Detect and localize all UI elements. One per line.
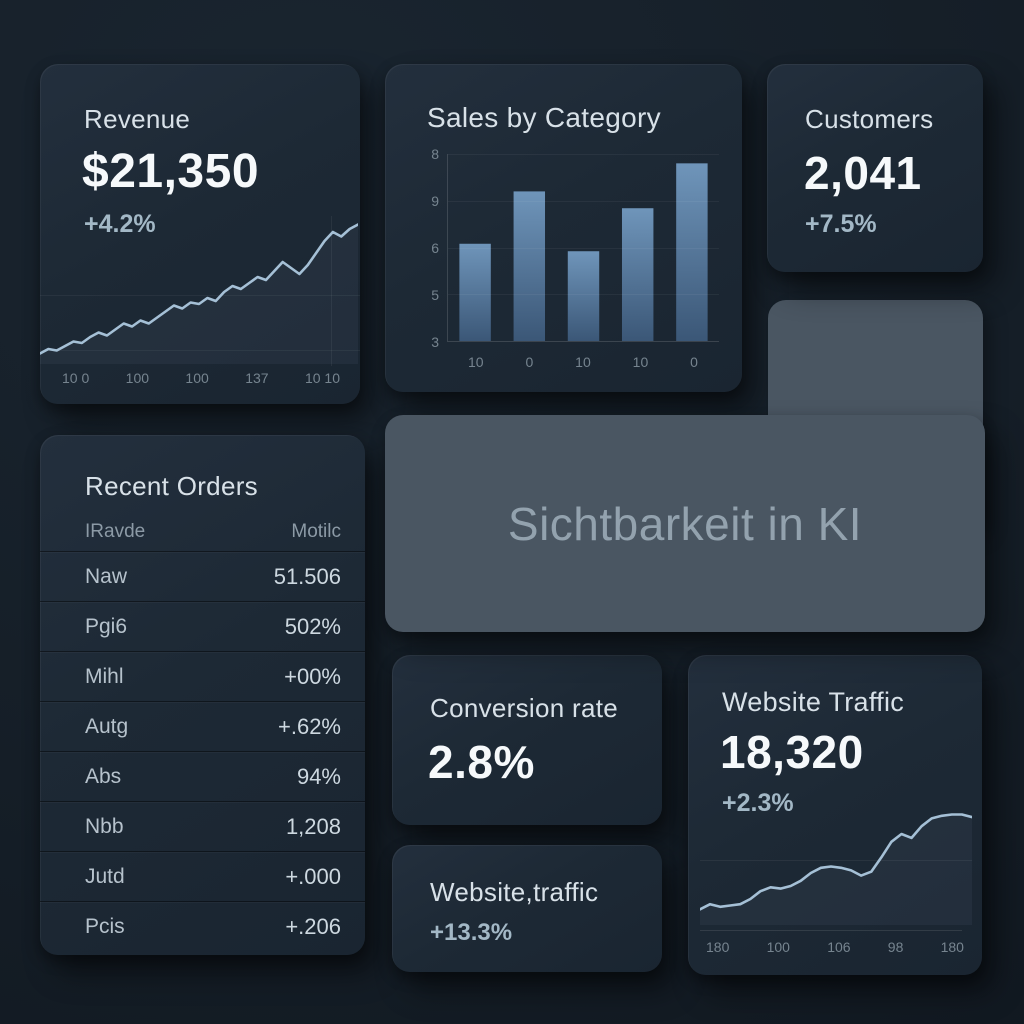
sales-bar-chart xyxy=(447,154,719,342)
x-tick: 0 xyxy=(690,354,698,370)
revenue-card: Revenue $21,350 +4.2% 10 0 100 100 137 1… xyxy=(40,64,360,404)
gridline xyxy=(700,860,972,861)
customers-value: 2,041 xyxy=(804,147,922,199)
y-tick: 8 xyxy=(431,146,439,162)
x-tick: 180 xyxy=(706,939,730,955)
order-value: 94% xyxy=(296,763,341,789)
sales-title: Sales by Category xyxy=(427,102,661,133)
orders-table: Naw 51.506 Pgi6 502% Mihl +00% Autg +.62… xyxy=(40,551,365,951)
orders-column-header: IRavde xyxy=(85,521,146,542)
y-tick: 6 xyxy=(431,240,439,256)
conversion-value: 2.8% xyxy=(428,736,535,788)
x-tick: 106 xyxy=(827,939,851,955)
order-label: Pgi6 xyxy=(85,614,128,638)
gridline xyxy=(448,294,719,296)
customers-delta: +7.5% xyxy=(805,210,877,238)
customers-title: Customers xyxy=(805,104,934,134)
gridline xyxy=(448,247,719,249)
sales-y-axis: 8 9 6 5 3 xyxy=(415,146,439,350)
order-value: 51.506 xyxy=(273,563,341,589)
table-row: Autg +.62% xyxy=(40,701,365,751)
gridline xyxy=(40,350,360,351)
table-row: Pgi6 502% xyxy=(40,601,365,651)
order-label: Naw xyxy=(85,564,128,588)
traffic-delta: +2.3% xyxy=(722,789,794,817)
order-label: Autg xyxy=(85,714,129,738)
x-tick: 100 xyxy=(185,370,209,386)
conversion-title: Conversion rate xyxy=(430,693,619,723)
x-tick: 0 xyxy=(525,354,534,370)
gridline xyxy=(448,200,719,202)
website-traffic-small-delta: +13.3% xyxy=(430,919,513,946)
orders-title: Recent Orders xyxy=(85,471,258,501)
x-tick: 100 xyxy=(125,370,150,386)
customers-card: Customers 2,041 +7.5% xyxy=(767,64,983,272)
sales-x-axis: 10 0 10 10 0 xyxy=(447,354,719,370)
banner-title: Sichtbarkeit in KI xyxy=(507,497,863,550)
order-label: Nbb xyxy=(85,814,124,838)
traffic-line-chart xyxy=(700,795,972,925)
x-tick: 100 xyxy=(766,939,790,955)
x-tick: 10 10 xyxy=(304,370,340,386)
table-row: Naw 51.506 xyxy=(40,551,365,601)
order-value: 1,208 xyxy=(285,813,341,839)
revenue-x-axis: 10 0 100 100 137 10 10 xyxy=(62,370,340,386)
order-value: +.206 xyxy=(285,913,341,939)
website-traffic-small-title: Website,traffic xyxy=(430,877,599,907)
traffic-title: Website Traffic xyxy=(722,687,905,717)
website-traffic-card: Website Traffic 18,320 +2.3% 180 100 106… xyxy=(688,655,982,975)
x-tick: 10 xyxy=(632,354,649,370)
table-row: Abs 94% xyxy=(40,751,365,801)
table-row: Pcis +.206 xyxy=(40,901,365,951)
revenue-line-chart xyxy=(40,214,358,364)
conversion-rate-card: Conversion rate 2.8% xyxy=(392,655,662,825)
revenue-title: Revenue xyxy=(84,104,191,134)
sales-by-category-card: Sales by Category 8 9 6 5 3 10 0 10 10 0 xyxy=(385,64,742,392)
table-row: Mihl +00% xyxy=(40,651,365,701)
order-value: +.000 xyxy=(285,863,341,889)
order-label: Jutd xyxy=(85,864,125,888)
gridline xyxy=(448,154,719,155)
x-tick: 10 0 xyxy=(62,370,90,386)
order-label: Pcis xyxy=(85,914,125,938)
x-tick: 10 xyxy=(467,354,484,370)
order-value: 502% xyxy=(284,613,341,639)
orders-header-row: IRavde Motilc xyxy=(85,521,341,543)
y-tick: 3 xyxy=(431,334,439,350)
banner-card: Sichtbarkeit in KI xyxy=(385,415,985,632)
gridline xyxy=(331,216,332,366)
order-label: Mihl xyxy=(85,664,124,688)
table-row: Nbb 1,208 xyxy=(40,801,365,851)
table-row: Jutd +.000 xyxy=(40,851,365,901)
x-tick: 180 xyxy=(940,939,964,955)
x-axis-line xyxy=(700,930,962,931)
x-tick: 137 xyxy=(245,370,269,386)
traffic-x-axis: 180 100 106 98 180 xyxy=(706,939,964,955)
y-tick: 5 xyxy=(431,287,439,303)
traffic-value: 18,320 xyxy=(720,726,864,778)
orders-column-header: Motilc xyxy=(291,521,341,542)
x-tick: 10 xyxy=(575,354,591,370)
revenue-delta: +4.2% xyxy=(84,210,156,238)
recent-orders-card: Recent Orders IRavde Motilc Naw 51.506 P… xyxy=(40,435,365,955)
x-tick: 98 xyxy=(887,939,904,955)
revenue-value: $21,350 xyxy=(82,145,260,198)
order-value: +.62% xyxy=(278,713,341,739)
website-traffic-small-card: Website,traffic +13.3% xyxy=(392,845,662,972)
y-tick: 9 xyxy=(431,193,439,209)
order-value: +00% xyxy=(284,663,341,689)
order-label: Abs xyxy=(85,764,122,788)
gridline xyxy=(40,295,360,296)
